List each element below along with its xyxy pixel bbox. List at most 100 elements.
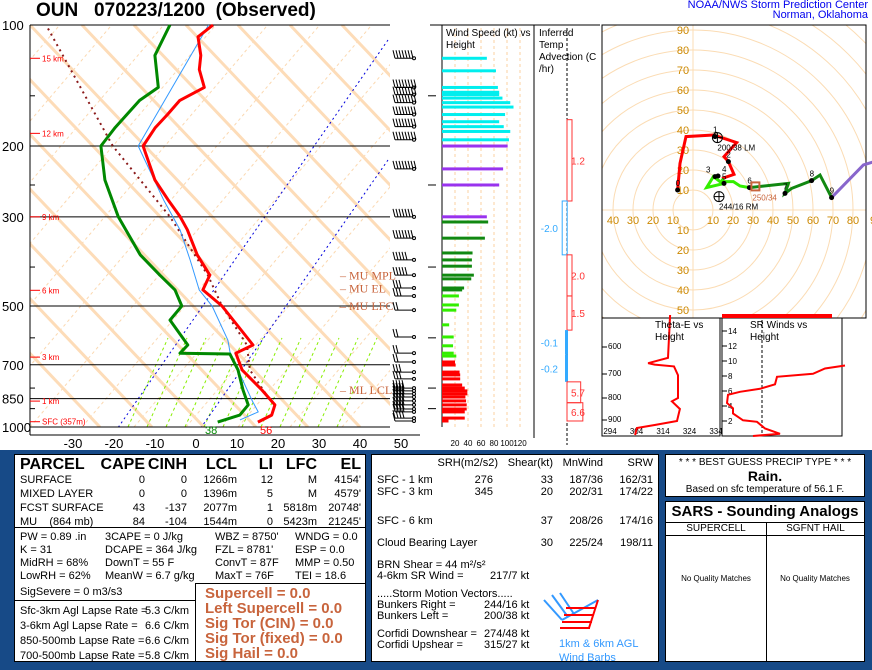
barb-flag [407,160,411,170]
dry-adiabat-line [288,25,390,133]
barb-flag [401,230,405,239]
theta-e-x-label: 314 [656,427,670,436]
kinematics-cell: 30 [540,537,553,549]
temp-advection-chart: 1.2 -2.0 2.0 1.5 -0.1 -0.2 5.7 6.6 [541,28,585,445]
temperature-tick-label: -30 [64,436,83,450]
advection-bar [566,295,573,331]
wind-barb [392,79,417,90]
hodo-tick-label: 60 [677,85,689,97]
wind-barb [392,160,417,171]
barb-flag [398,287,402,297]
wind-barb [392,279,416,290]
barb-station [412,376,416,381]
barb-flag [395,302,399,311]
parcel-cell: 5 [266,488,273,500]
wind-barb [392,131,417,142]
wind-barb [392,363,416,375]
wind-barb [392,353,416,364]
barb-flag [395,392,399,402]
barb-flag [392,345,396,354]
height-label: 3 km [42,353,60,362]
barb-flag [404,160,408,170]
parcel-header: LI [258,456,273,473]
barb-flag [398,94,402,103]
sars-col-supercell: SUPERCELL [666,523,766,536]
wind-barb [392,230,416,241]
kinematics-cell: 208/26 [569,515,603,527]
parcel-row-label: MU (864 mb) [20,516,94,528]
pressure-tick-label: 1000 [2,420,31,435]
hodo-tick-label: 40 [767,215,779,227]
barb-station [412,308,416,313]
hodo-tick-label: 40 [677,125,689,137]
sars-col-hail: SGFNT HAIL [766,523,864,536]
hodo-tick-label: 40 [677,285,689,297]
speed-tick-label: 60 [477,439,486,448]
advection-bar [561,200,568,256]
hodo-height-label: 5 [722,172,727,181]
barb-station [412,273,416,278]
wind-barb [392,396,416,407]
surface-temperature-label: 56 [260,425,272,437]
severe-index: Sig Hail = 0.0 [205,645,298,662]
wind-speed-bar [442,96,503,100]
barb-flag [392,379,396,389]
height-label: 15 km [42,54,64,63]
barb-flag [398,160,402,170]
barb-flag [398,396,402,406]
kinematics-cell: 198/11 [620,537,653,549]
dry-adiabat-line [30,241,205,427]
barb-flag [407,118,411,127]
hodo-height-label: 1 [713,126,718,135]
hodo-height-label: 4 [722,165,727,174]
barb-flag [401,403,405,413]
param-value: DownT = 55 F [105,557,175,569]
barb-flag [392,79,396,88]
barb-flag [401,94,405,103]
hodo-tick-label: 90 [677,25,689,37]
advection-value: 6.6 [571,408,585,419]
hodo-tick-label: 50 [677,305,689,317]
parcel-cell: 1 [266,502,273,514]
severe-index: Sig Tor (fixed) = 0.0 [205,630,343,647]
param-value: FZL = 8781' [215,544,274,556]
wind-speed-bar [442,363,456,367]
barb-flag [392,131,396,140]
parcel-cell: -137 [164,502,187,514]
parcel-cell: 0 [180,488,187,500]
barb-flag [410,94,414,103]
hodo-tick-label: 10 [707,215,719,227]
theta-e-x-label: 334 [709,427,723,436]
advection-value: 5.7 [571,388,585,399]
barb-flag [395,388,399,398]
dry-adiabat-line [30,25,390,407]
barb-flag [395,230,399,239]
lapse-rate-label: Sfc-3km Agl Lapse Rate = [20,605,148,617]
bottom-panel: PARCEL CAPE CINH LCL LI LFC EL SURFACE 0 0 1266m 12… [0,450,872,670]
barb-flag [398,409,402,419]
barb-flag [407,230,411,239]
barb-flag [392,279,396,289]
barb-flag [398,382,402,392]
barb-flag [395,131,399,140]
advection-bar [565,330,568,355]
barb-flag [404,118,408,127]
temperature-trace [141,23,277,424]
barb-flag [395,363,399,373]
barb-flag [392,106,396,115]
hodo-height-label: 6 [747,177,752,186]
wind-speed-bar [442,410,465,414]
sr-winds-title: SR Winds vs Height [750,320,808,343]
wind-speed-bar [442,125,504,129]
wind-barb [392,388,416,400]
lapse-rate-value: 5.3 C/km [145,605,190,617]
1km-wind-barb [560,599,599,629]
wind-speed-bar [442,236,485,240]
barb-flag [410,230,414,239]
barb-flag [404,86,408,95]
kinematics-row-label: SFC - 3 km [377,486,433,498]
pressure-tick-label: 100 [2,18,24,33]
barb-flag [392,118,396,127]
barb-flag [401,79,405,88]
speed-tick-label: 20 [451,439,460,448]
